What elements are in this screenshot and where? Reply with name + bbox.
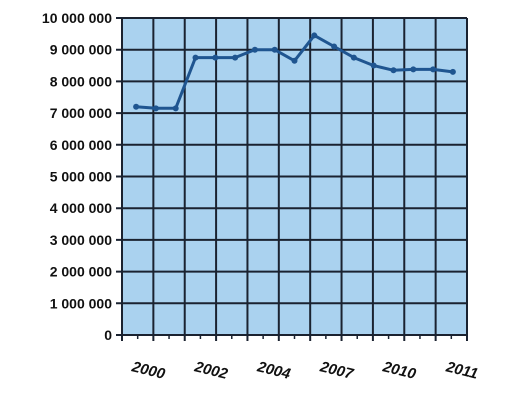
y-tick-label: 9 000 000 <box>50 42 112 58</box>
data-point <box>370 62 377 69</box>
data-point <box>430 66 437 73</box>
data-point <box>212 54 219 61</box>
data-point <box>410 66 417 73</box>
y-tick-label: 8 000 000 <box>50 73 112 89</box>
y-tick-label: 5 000 000 <box>50 169 112 185</box>
y-axis-ticks: 0 1 000 000 2 000 000 3 000 000 4 000 000 5 0… <box>42 10 112 343</box>
data-point <box>291 57 298 64</box>
data-point <box>390 67 397 74</box>
data-point <box>251 46 258 53</box>
x-axis-ticks: 2000 2002 2004 2007 2010 2011 <box>129 358 480 383</box>
data-point <box>232 54 239 61</box>
data-point <box>133 103 140 110</box>
y-tick-label: 1 000 000 <box>50 295 112 311</box>
y-tick-label: 4 000 000 <box>50 200 112 216</box>
y-tick-label: 2 000 000 <box>50 264 112 280</box>
x-tick-label: 2002 <box>192 358 230 383</box>
data-point <box>449 68 456 75</box>
data-point <box>311 32 318 39</box>
y-tick-label: 7 000 000 <box>50 105 112 121</box>
x-tick-label: 2000 <box>129 358 167 383</box>
y-tick-label: 10 000 000 <box>42 10 112 26</box>
series-layer <box>133 32 456 112</box>
grid-lines <box>116 17 468 341</box>
y-tick-label: 3 000 000 <box>50 232 112 248</box>
data-point <box>192 54 199 61</box>
y-tick-label: 6 000 000 <box>50 137 112 153</box>
data-point <box>271 46 278 53</box>
data-point <box>350 54 357 61</box>
x-tick-label: 2011 <box>443 358 479 383</box>
data-point <box>331 43 338 50</box>
data-point <box>172 105 179 112</box>
y-tick-label: 0 <box>104 327 112 343</box>
x-tick-label: 2007 <box>317 358 355 383</box>
data-point <box>152 105 159 112</box>
x-tick-label: 2004 <box>255 358 293 383</box>
x-tick-label: 2010 <box>380 358 418 383</box>
